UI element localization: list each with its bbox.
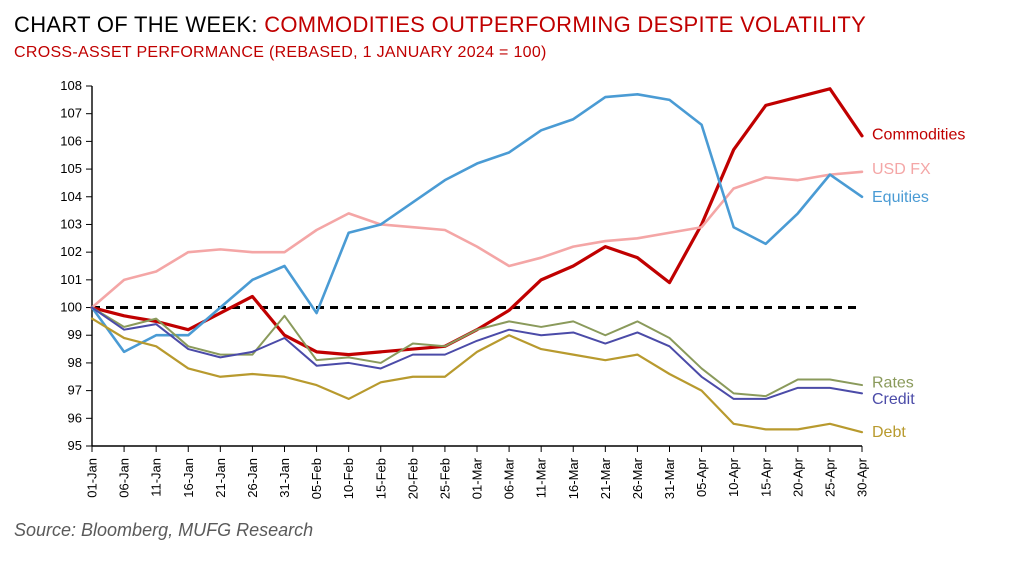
x-tick-label: 10-Feb	[341, 458, 356, 499]
y-tick-label: 107	[60, 106, 82, 121]
x-tick-label: 01-Jan	[85, 458, 100, 498]
x-tick-label: 16-Jan	[181, 458, 196, 498]
x-tick-label: 26-Mar	[630, 457, 645, 499]
y-tick-label: 100	[60, 300, 82, 315]
chart-title: CHART OF THE WEEK: COMMODITIES OUTPERFOR…	[14, 12, 1008, 38]
chart-svg: 95 96 97 98 99 100 101 102 103 104 105 106 107 108 01-…	[14, 76, 1008, 516]
series-label: Equities	[872, 189, 929, 206]
x-tick-label: 05-Feb	[309, 458, 324, 499]
y-tick-label: 108	[60, 78, 82, 93]
y-tick-label: 99	[68, 327, 82, 342]
y-tick-label: 104	[60, 189, 82, 204]
y-tick-label: 106	[60, 133, 82, 148]
x-tick-label: 20-Apr	[790, 457, 805, 497]
y-tick-label: 101	[60, 272, 82, 287]
series-label: Debt	[872, 424, 906, 441]
series-label: Commodities	[872, 126, 965, 143]
chart-subtitle: CROSS-ASSET PERFORMANCE (REBASED, 1 JANU…	[14, 44, 1008, 62]
x-tick-label: 25-Apr	[822, 457, 837, 497]
source-text: Source: Bloomberg, MUFG Research	[14, 520, 1008, 541]
x-tick-label: 20-Feb	[405, 458, 420, 499]
series-label: Rates	[872, 374, 914, 391]
x-tick-label: 05-Apr	[694, 457, 709, 497]
series-usd-fx	[92, 172, 862, 308]
x-tick-label: 21-Jan	[213, 458, 228, 498]
x-tick-label: 25-Feb	[437, 458, 452, 499]
x-tick-label: 11-Jan	[149, 458, 164, 497]
title-prefix: CHART OF THE WEEK:	[14, 12, 264, 37]
series-label: Credit	[872, 391, 915, 408]
x-tick-label: 15-Apr	[758, 457, 773, 497]
x-tick-label: 16-Mar	[566, 457, 581, 499]
y-tick-label: 97	[68, 383, 82, 398]
series-label: USD FX	[872, 161, 931, 178]
x-tick-label: 06-Jan	[117, 458, 132, 498]
y-tick-label: 96	[68, 410, 82, 425]
x-tick-label: 26-Jan	[245, 458, 260, 498]
x-tick-label: 21-Mar	[598, 457, 613, 499]
x-tick-label: 15-Feb	[373, 458, 388, 499]
x-tick-label: 06-Mar	[502, 457, 517, 499]
x-tick-label: 01-Mar	[470, 457, 485, 499]
line-chart: 95 96 97 98 99 100 101 102 103 104 105 106 107 108 01-…	[14, 76, 1008, 516]
x-tick-label: 11-Mar	[534, 457, 549, 498]
title-main: COMMODITIES OUTPERFORMING DESPITE VOLATI…	[264, 12, 866, 37]
x-tick-label: 31-Mar	[662, 457, 677, 499]
y-tick-label: 103	[60, 216, 82, 231]
y-tick-label: 95	[68, 438, 82, 453]
series-commodities	[92, 89, 862, 355]
y-tick-label: 102	[60, 244, 82, 259]
x-tick-label: 30-Apr	[855, 457, 870, 497]
x-tick-label: 31-Jan	[277, 458, 292, 498]
series-debt	[92, 319, 862, 433]
x-tick-label: 10-Apr	[726, 457, 741, 497]
y-tick-label: 98	[68, 355, 82, 370]
y-tick-label: 105	[60, 161, 82, 176]
